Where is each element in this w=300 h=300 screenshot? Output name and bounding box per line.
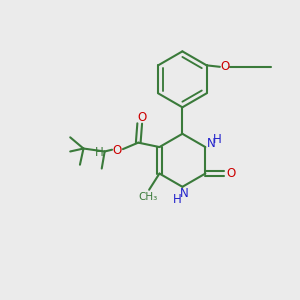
Text: O: O	[220, 60, 230, 73]
Text: H: H	[94, 146, 103, 159]
Text: O: O	[226, 167, 236, 180]
Text: H: H	[173, 193, 182, 206]
Text: CH₃: CH₃	[138, 192, 157, 202]
Text: N: N	[207, 137, 216, 150]
Text: O: O	[112, 144, 122, 157]
Text: N: N	[179, 187, 188, 200]
Text: H: H	[213, 133, 222, 146]
Text: O: O	[137, 110, 147, 124]
